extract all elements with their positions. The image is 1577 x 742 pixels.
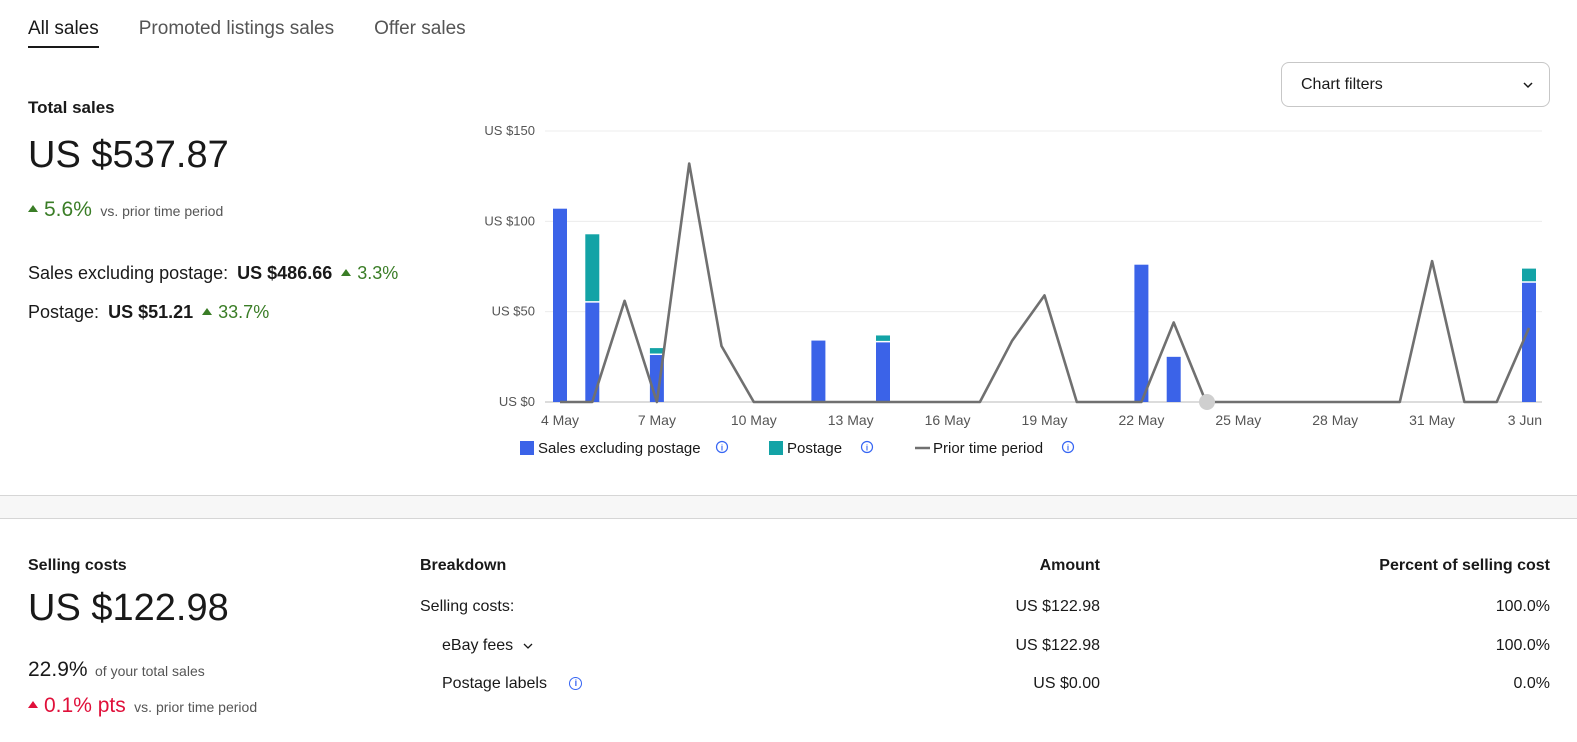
amount-header: Amount — [1039, 557, 1100, 574]
breakdown-row-percent: 0.0% — [1513, 675, 1550, 692]
selling-costs-label: Selling costs — [28, 557, 127, 574]
x-tick-label: 3 Jun — [1508, 412, 1542, 428]
legend-swatch — [520, 441, 534, 455]
breakdown-row-amount: US $0.00 — [1033, 675, 1100, 692]
selling-costs-change-note: vs. prior time period — [134, 699, 258, 715]
x-tick-label: 13 May — [828, 412, 874, 428]
y-tick-label: US $150 — [484, 123, 535, 138]
sales-tabs: All sales Promoted listings sales Offer … — [28, 18, 466, 48]
postage-change: 33.7% — [218, 302, 270, 322]
breakdown-row-amount: US $122.98 — [1015, 637, 1100, 654]
x-tick-label: 19 May — [1022, 412, 1068, 428]
total-sales-change: 5.6% vs. prior time period — [28, 198, 223, 222]
info-icon-glyph: i — [866, 444, 868, 453]
selling-costs-pct-note: of your total sales — [95, 663, 205, 679]
sales-bar — [876, 342, 890, 402]
selling-costs-pct-row: 22.9% of your total sales — [28, 658, 205, 682]
breakdown-row-label: Selling costs: — [420, 598, 515, 615]
y-tick-label: US $50 — [492, 304, 535, 319]
x-tick-label: 31 May — [1409, 412, 1455, 428]
chart-filters-dropdown[interactable]: Chart filters — [1281, 62, 1550, 107]
sales-bar — [811, 340, 826, 402]
sales-bar — [1166, 356, 1181, 402]
tab-promoted-listings-sales[interactable]: Promoted listings sales — [138, 18, 335, 39]
total-sales-change-note: vs. prior time period — [100, 203, 224, 219]
x-tick-label: 25 May — [1215, 412, 1261, 428]
postage-row: Postage: US $51.21 33.7% — [28, 302, 269, 323]
x-tick-label: 28 May — [1312, 412, 1358, 428]
percent-header: Percent of selling cost — [1379, 557, 1550, 574]
sales-chart-svg: US $0 US $50 US $100 US $150 4 May 7 May 10 Ma… — [484, 123, 1542, 457]
breakdown-header: Breakdown — [420, 557, 507, 574]
breakdown-row-amount: US $122.98 — [1015, 598, 1100, 615]
legend-swatch — [769, 441, 783, 455]
breakdown-row-percent: 100.0% — [1495, 598, 1550, 615]
selling-costs-change: 0.1% pts — [44, 694, 126, 717]
postage-bar — [876, 335, 890, 341]
chart-filters-label: Chart filters — [1301, 75, 1383, 93]
tab-all-sales[interactable]: All sales — [28, 18, 99, 48]
arrow-up-icon — [28, 700, 38, 708]
postage-bar — [585, 234, 600, 302]
sales-chart: US $0 US $50 US $100 US $150 4 May 7 May 10 Ma… — [470, 115, 1560, 475]
arrow-up-icon — [28, 204, 38, 212]
sales-bar — [1522, 282, 1536, 402]
postage-value: US $51.21 — [108, 302, 194, 322]
chevron-down-icon — [523, 643, 533, 649]
section-divider — [0, 495, 1577, 519]
sales-excl-label: Sales excluding postage: — [28, 263, 229, 283]
postage-label: Postage: — [28, 302, 100, 322]
chevron-down-icon — [1523, 81, 1533, 88]
legend-label: Prior time period — [933, 440, 1043, 457]
sales-excluding-postage-row: Sales excluding postage: US $486.66 3.3% — [28, 263, 398, 284]
x-tick-label: 16 May — [925, 412, 971, 428]
postage-bar — [649, 348, 664, 354]
tab-offer-sales[interactable]: Offer sales — [374, 18, 466, 39]
ebay-fees-toggle[interactable]: eBay fees — [442, 637, 534, 655]
total-sales-value: US $537.87 — [28, 134, 229, 176]
selling-costs-value: US $122.98 — [28, 587, 229, 629]
legend-label: Sales excluding postage — [538, 440, 701, 457]
sales-bar — [1134, 264, 1149, 402]
x-tick-label: 7 May — [638, 412, 676, 428]
breakdown-row-label: eBay fees — [442, 637, 514, 654]
info-icon-glyph: i — [721, 444, 723, 453]
arrow-up-icon — [341, 268, 352, 276]
x-tick-label: 10 May — [731, 412, 777, 428]
prior-period-line — [560, 162, 1531, 404]
total-sales-change-value: 5.6% — [44, 198, 92, 221]
x-tick-label: 22 May — [1118, 412, 1164, 428]
info-icon[interactable] — [1061, 440, 1075, 454]
legend-label: Postage — [787, 440, 842, 457]
selling-costs-pct: 22.9% — [28, 658, 88, 681]
sales-bar — [585, 302, 600, 402]
breakdown-row-label: Postage labels — [442, 675, 547, 692]
selling-costs-change-row: 0.1% pts vs. prior time period — [28, 694, 257, 718]
sales-excl-change: 3.3% — [357, 263, 399, 283]
breakdown-row-percent: 100.0% — [1495, 637, 1550, 654]
x-tick-label: 4 May — [541, 412, 579, 428]
postage-bar — [1522, 268, 1536, 282]
arrow-up-icon — [202, 307, 213, 315]
postage-labels-row: Postage labels i — [442, 675, 583, 693]
hover-marker — [1199, 394, 1215, 410]
info-icon-glyph: i — [1067, 444, 1069, 453]
info-icon[interactable]: i — [569, 677, 583, 691]
sales-excl-value: US $486.66 — [237, 263, 333, 283]
total-sales-label: Total sales — [28, 98, 115, 117]
sales-bar — [553, 208, 567, 402]
info-icon[interactable] — [860, 440, 874, 454]
info-icon[interactable] — [715, 440, 729, 454]
y-tick-label: US $0 — [499, 394, 535, 409]
y-tick-label: US $100 — [484, 213, 535, 228]
